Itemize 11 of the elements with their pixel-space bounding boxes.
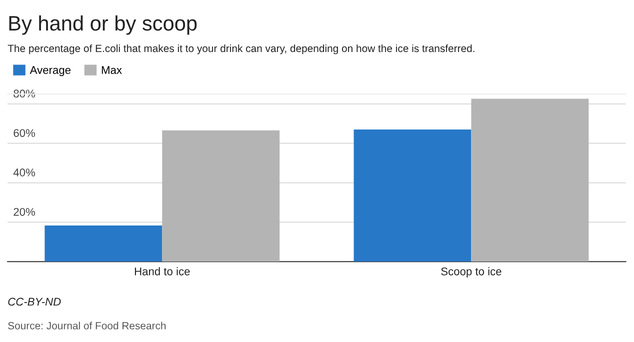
x-tick-label: Scoop to ice — [441, 267, 502, 278]
y-tick-label: 40% — [13, 168, 36, 176]
chart-title: By hand or by scoop — [9, 15, 197, 35]
legend-label: Average — [30, 66, 71, 76]
legend-label: Max — [102, 66, 122, 74]
x-tick-label: Hand to ice — [134, 267, 190, 276]
text: CC-BY-ND — [8, 298, 61, 306]
y-tick-label: 60% — [14, 129, 36, 137]
y-tick-label: 20% — [14, 208, 36, 216]
chart-subtitle: The percentage of E.coli that makes it to your drink can vary, depending on how the ice is transferred. — [8, 44, 474, 54]
source-note: Source: Journal of Food Research — [8, 322, 166, 330]
